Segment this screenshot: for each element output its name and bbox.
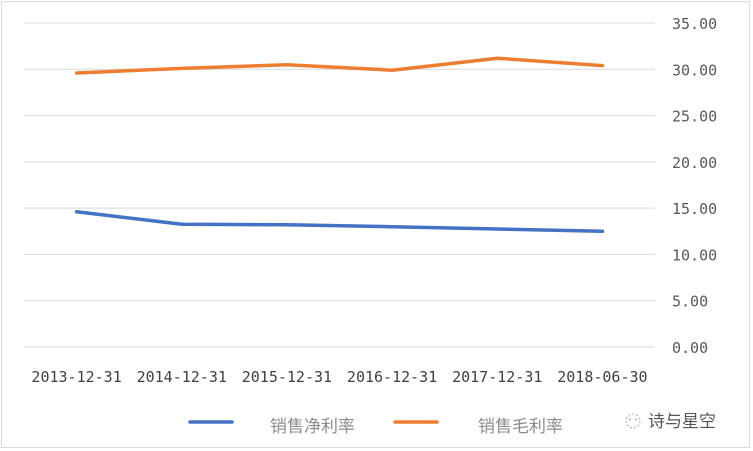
y-tick-label: 10.00 xyxy=(672,246,717,264)
legend-label: 销售净利率 xyxy=(270,417,355,437)
x-tick-label: 2015-12-31 xyxy=(242,368,332,386)
x-tick-label: 2014-12-31 xyxy=(137,368,227,386)
wechat-icon xyxy=(625,413,641,429)
series-line xyxy=(74,56,605,75)
y-tick-label: 15.00 xyxy=(672,200,717,218)
x-tick-label: 2018-06-30 xyxy=(557,368,647,386)
legend: 销售净利率 销售毛利率 xyxy=(188,417,563,437)
y-tick-label: 20.00 xyxy=(672,154,717,172)
watermark: 诗与星空 xyxy=(625,412,716,432)
y-tick-label: 0.00 xyxy=(672,339,708,357)
y-tick-label: 30.00 xyxy=(672,61,717,79)
series-line xyxy=(74,210,605,234)
legend-label: 销售毛利率 xyxy=(478,417,563,437)
y-tick-label: 5.00 xyxy=(672,293,708,311)
x-tick-label: 2013-12-31 xyxy=(31,368,121,386)
y-tick-label: 25.00 xyxy=(672,108,717,126)
series-lines xyxy=(74,56,605,234)
gridlines xyxy=(24,22,655,348)
x-tick-label: 2016-12-31 xyxy=(347,368,437,386)
x-tick-label: 2017-12-31 xyxy=(452,368,542,386)
y-axis-ticks: 0.00 5.00 10.00 15.00 20.00 25.00 30.00 35.00 xyxy=(672,15,717,357)
x-axis-ticks: 2013-12-31 2014-12-31 2015-12-31 2016-12-31… xyxy=(31,368,647,386)
watermark-text: 诗与星空 xyxy=(648,412,716,432)
y-tick-label: 35.00 xyxy=(672,15,717,33)
